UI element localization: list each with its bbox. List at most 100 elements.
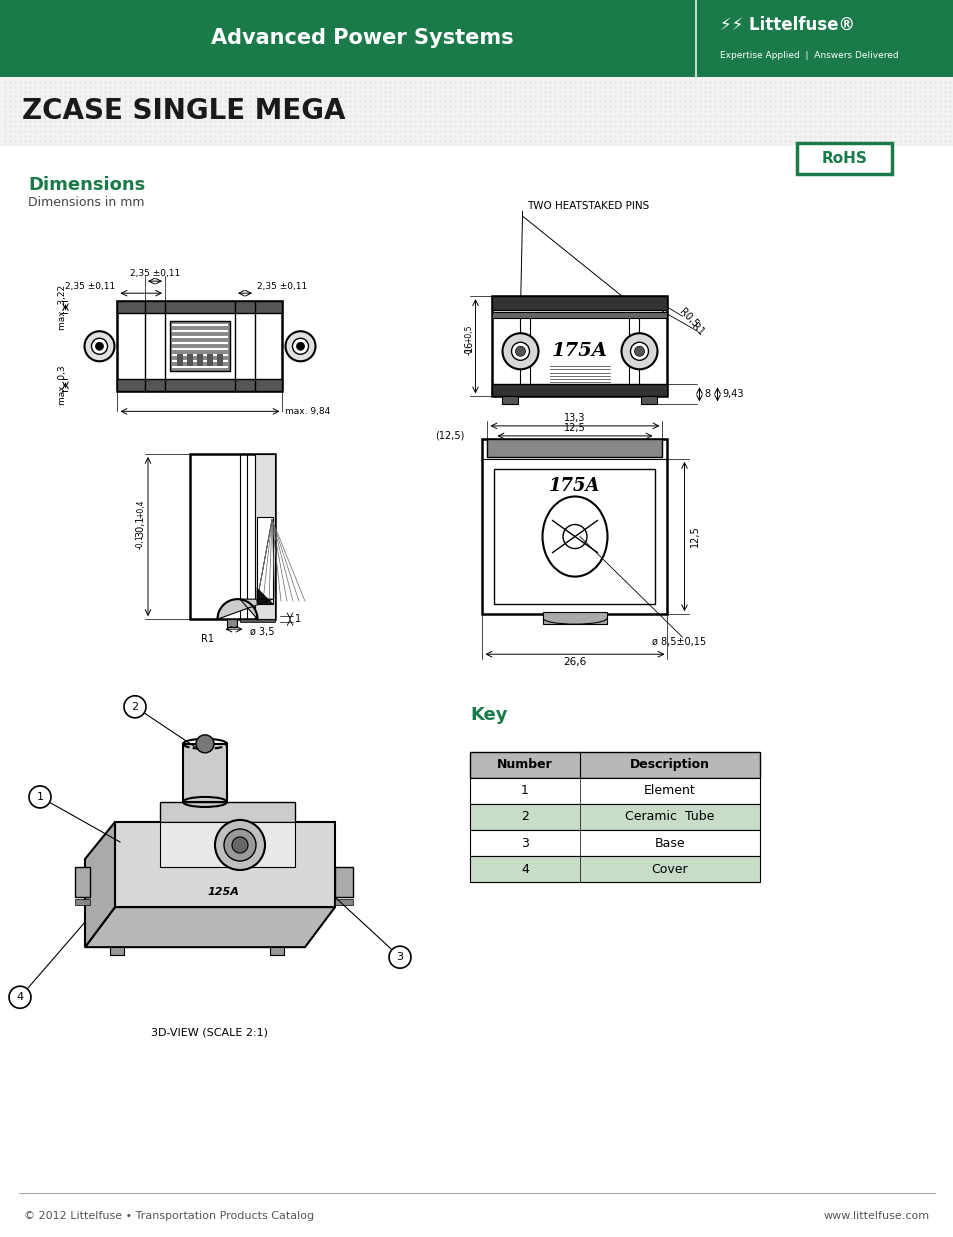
- Text: Expertise Applied  |  Answers Delivered: Expertise Applied | Answers Delivered: [720, 51, 898, 59]
- Bar: [542, 612, 606, 625]
- Bar: [240, 620, 274, 622]
- Circle shape: [9, 986, 30, 1008]
- Text: (12,5): (12,5): [435, 430, 464, 440]
- Text: © 2012 Littelfuse • Transportation Products Catalog: © 2012 Littelfuse • Transportation Produ…: [24, 1211, 314, 1221]
- Bar: [482, 439, 667, 614]
- Polygon shape: [217, 599, 273, 620]
- Bar: [170, 322, 230, 371]
- Bar: [160, 821, 294, 867]
- Text: 3: 3: [520, 836, 528, 850]
- Text: ø 8,5±0,15: ø 8,5±0,15: [652, 637, 706, 647]
- Text: 9,43: 9,43: [721, 390, 743, 400]
- Bar: [227, 620, 237, 627]
- Text: 16: 16: [463, 340, 473, 353]
- Circle shape: [285, 332, 315, 361]
- Bar: [190, 454, 274, 620]
- Text: Base: Base: [654, 836, 684, 850]
- Text: RoHS: RoHS: [821, 151, 866, 166]
- Text: R0,5: R0,5: [677, 307, 700, 329]
- Text: 8: 8: [703, 390, 710, 400]
- Text: +0,4: +0,4: [136, 500, 145, 518]
- Bar: [335, 899, 353, 905]
- Bar: [110, 948, 124, 955]
- Text: 4: 4: [520, 862, 528, 876]
- Circle shape: [124, 695, 146, 717]
- Text: Ceramic  Tube: Ceramic Tube: [624, 810, 714, 824]
- Text: 2,35 ±0,11: 2,35 ±0,11: [256, 282, 307, 291]
- Circle shape: [634, 346, 644, 356]
- Circle shape: [620, 333, 657, 370]
- Text: 12,5: 12,5: [563, 423, 585, 433]
- Circle shape: [85, 332, 114, 361]
- Text: 125A: 125A: [207, 887, 238, 897]
- Text: max. 9,84: max. 9,84: [285, 407, 331, 416]
- Bar: [196, 354, 203, 366]
- Text: Description: Description: [629, 758, 709, 772]
- Text: R1: R1: [201, 635, 214, 644]
- Bar: [492, 296, 667, 396]
- Text: 12,5: 12,5: [689, 526, 699, 548]
- Circle shape: [293, 338, 308, 354]
- Text: ø 3,5: ø 3,5: [251, 627, 274, 637]
- Bar: [640, 396, 657, 404]
- Bar: [470, 778, 760, 804]
- Bar: [470, 856, 760, 882]
- Text: 175A: 175A: [549, 477, 600, 496]
- Circle shape: [630, 343, 648, 360]
- Bar: [177, 354, 183, 366]
- Polygon shape: [115, 821, 335, 907]
- Text: www.littelfuse.com: www.littelfuse.com: [823, 1211, 929, 1221]
- Bar: [75, 899, 90, 905]
- Text: 2: 2: [520, 810, 528, 824]
- Text: R1: R1: [689, 322, 705, 338]
- Bar: [187, 354, 193, 366]
- Polygon shape: [85, 907, 335, 948]
- Text: max. 0,3: max. 0,3: [58, 365, 68, 406]
- Text: TWO HEATSTAKED PINS: TWO HEATSTAKED PINS: [527, 202, 649, 212]
- Text: Advanced Power Systems: Advanced Power Systems: [211, 28, 514, 48]
- Bar: [502, 396, 518, 404]
- Bar: [117, 380, 282, 391]
- Circle shape: [502, 333, 537, 370]
- Text: Dimensions in mm: Dimensions in mm: [28, 195, 144, 209]
- Text: max. 3,22: max. 3,22: [58, 285, 68, 330]
- Bar: [494, 469, 655, 604]
- Bar: [487, 439, 661, 456]
- Circle shape: [232, 837, 248, 854]
- Bar: [117, 301, 282, 391]
- Text: ZCASE SINGLE MEGA: ZCASE SINGLE MEGA: [22, 98, 345, 125]
- Text: +0,5: +0,5: [464, 325, 473, 344]
- Text: Number: Number: [497, 758, 553, 772]
- Text: -0: -0: [464, 348, 473, 355]
- Bar: [796, 142, 890, 174]
- Text: Cover: Cover: [651, 862, 688, 876]
- Bar: [492, 296, 667, 310]
- Text: 3D-VIEW (SCALE 2:1): 3D-VIEW (SCALE 2:1): [152, 1027, 268, 1038]
- Text: 2: 2: [132, 701, 138, 711]
- Bar: [492, 312, 667, 318]
- Text: 13,3: 13,3: [563, 413, 585, 423]
- Text: Element: Element: [643, 784, 695, 798]
- Text: 2,35 ±0,11: 2,35 ±0,11: [65, 282, 115, 291]
- Bar: [270, 948, 284, 955]
- Circle shape: [389, 946, 411, 969]
- Text: 1: 1: [294, 615, 301, 625]
- Circle shape: [511, 343, 529, 360]
- Bar: [254, 454, 274, 620]
- Bar: [75, 867, 90, 897]
- Text: 26,6: 26,6: [563, 657, 586, 667]
- Circle shape: [515, 346, 525, 356]
- Bar: [470, 830, 760, 856]
- Polygon shape: [160, 802, 294, 821]
- Bar: [117, 301, 282, 313]
- Bar: [183, 743, 227, 802]
- Text: 1: 1: [36, 792, 44, 802]
- Bar: [216, 354, 223, 366]
- Text: Key: Key: [470, 706, 507, 724]
- Text: 3: 3: [396, 952, 403, 962]
- Text: ⚡⚡ Littelfuse®: ⚡⚡ Littelfuse®: [720, 16, 855, 33]
- Bar: [470, 752, 760, 778]
- Circle shape: [195, 735, 213, 753]
- Text: 1: 1: [520, 784, 528, 798]
- Bar: [256, 517, 273, 604]
